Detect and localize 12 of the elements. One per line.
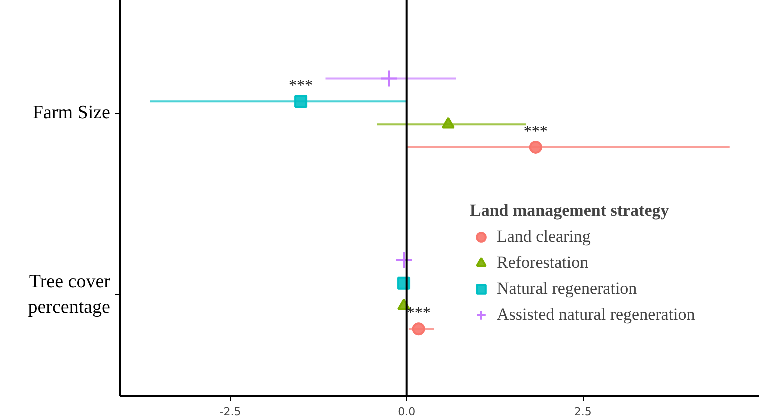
y-tick-label: Tree cover percentage — [28, 272, 112, 318]
legend-title: Land management strategy — [470, 201, 670, 221]
x-tick-label: 2.5 — [574, 406, 592, 418]
legend-label: Reforestation — [497, 253, 589, 273]
data-label: *** — [524, 123, 548, 140]
data-label: *** — [289, 78, 314, 95]
y-tick-label: Farm Size — [32, 102, 111, 124]
legend-label: Land clearing — [497, 227, 591, 247]
legend-label: Natural regeneration — [497, 279, 638, 299]
x-tick-label: 0.0 — [398, 406, 416, 418]
x-tick-label: -2.5 — [220, 406, 242, 418]
legend-label: Assisted natural regeneration — [497, 305, 696, 325]
